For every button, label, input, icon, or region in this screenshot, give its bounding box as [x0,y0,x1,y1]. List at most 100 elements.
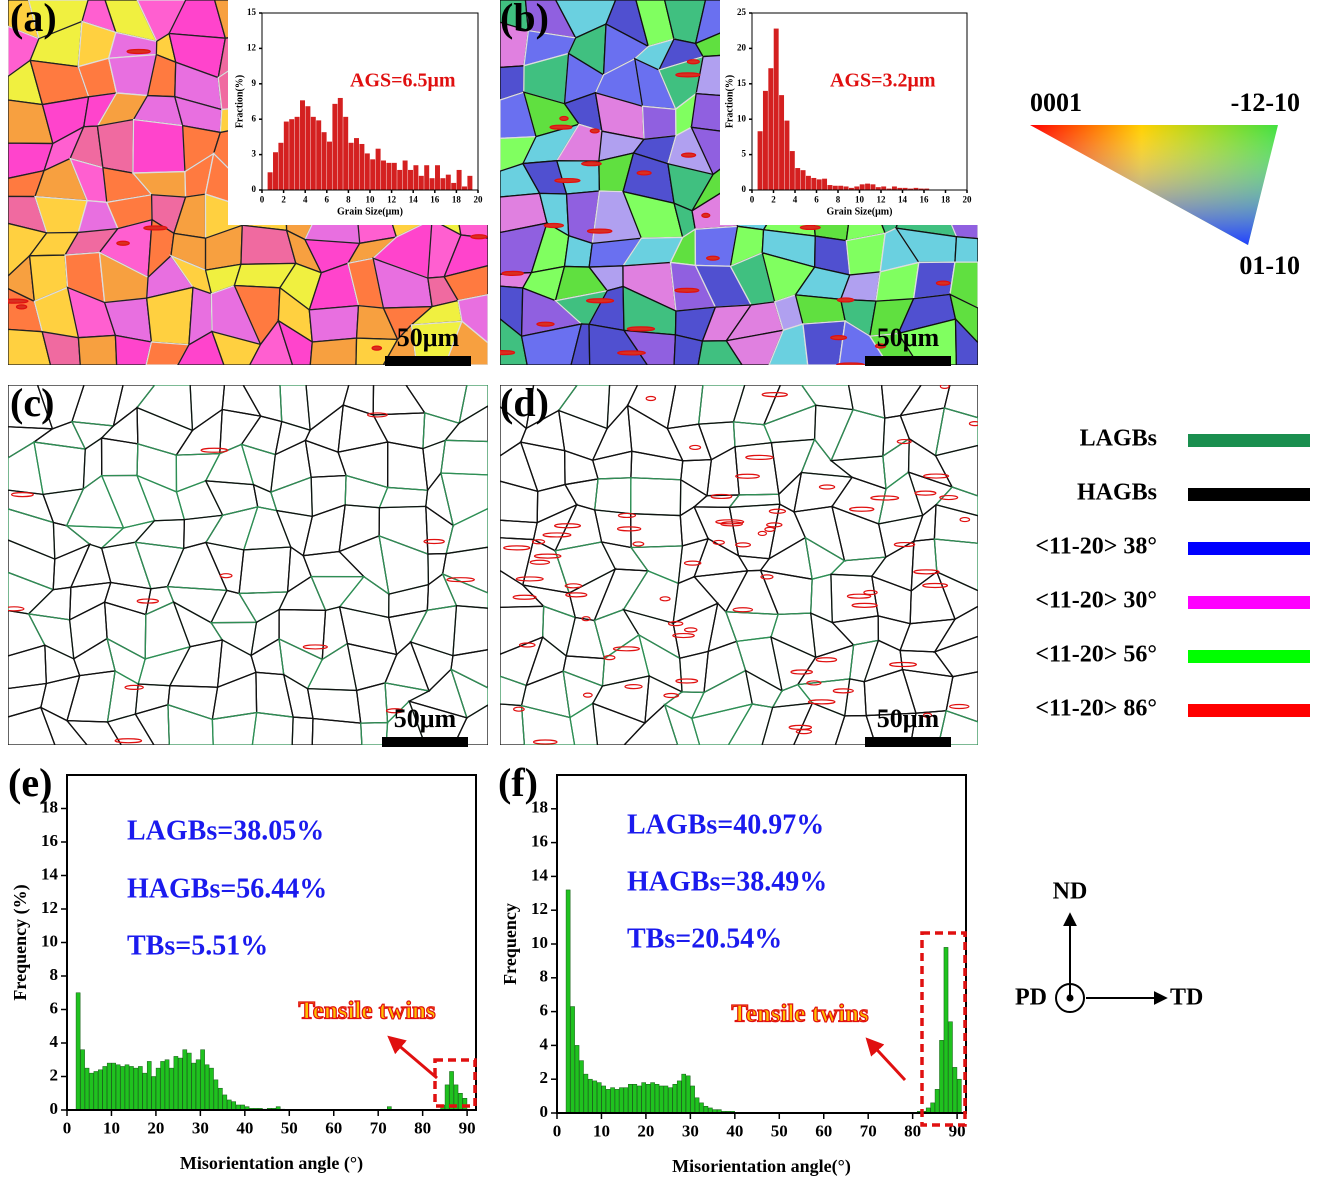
annotation: HAGBs=38.49% [627,866,827,897]
annotation: LAGBs=38.05% [127,815,324,846]
y-tick-label: 25 [737,7,747,17]
scale-bar-label: 50μm [877,704,940,733]
bar [121,1066,125,1110]
scale-bar [865,737,951,747]
y-tick-label: 20 [737,42,747,52]
twin [16,305,26,309]
bar [338,98,343,190]
x-tick-label: 70 [860,1122,877,1141]
bar [125,1065,129,1110]
x-tick-label: 16 [920,194,930,204]
bar [187,1053,191,1110]
bar [768,68,773,190]
annotation: AGS=6.5μm [350,70,456,92]
axis-key-label: TD [1170,985,1203,1011]
bar [624,1088,628,1113]
bar [156,1068,160,1110]
bar [381,161,386,191]
bar [462,186,467,190]
scale-bar-label: 50μm [877,323,940,352]
y-tick-label: 9 [252,78,257,88]
legend-swatch [1188,596,1310,609]
x-tick-label: 20 [474,194,484,204]
bar [451,183,456,190]
bar [107,1063,111,1110]
bar [201,1050,205,1110]
bar [354,138,359,190]
bar [854,186,859,190]
bar [463,1098,467,1110]
legend-swatch [1188,650,1310,663]
bar [316,120,321,190]
twin [831,336,847,340]
twin [618,351,646,355]
x-tick-label: 40 [236,1119,253,1138]
bar [278,143,283,190]
x-axis-label: Misorientation angle(°) [672,1156,851,1177]
bar [143,1073,147,1110]
bar [174,1056,178,1110]
x-tick-label: 4 [303,194,308,204]
legend-swatch [1188,704,1310,717]
bar [300,100,305,190]
bar [327,142,332,190]
y-axis-label: Frequency [500,903,520,985]
bar [668,1088,672,1113]
highlight-arrow [390,1038,437,1078]
bar [273,152,278,190]
x-tick-label: 14 [898,194,908,204]
twin [537,322,554,326]
bar [445,1085,449,1110]
grain [803,321,845,365]
twin [837,363,865,367]
bar [138,1066,142,1110]
y-tick-label: 18 [531,798,548,817]
x-tick-label: 30 [682,1122,699,1141]
figure: (a)50μm(b)50μm(c)50μm(d)50μm(e)(f)0001-1… [0,0,1320,1180]
bar [450,1071,454,1110]
bar [178,1058,182,1110]
x-tick-label: 90 [459,1119,476,1138]
bar [169,1068,173,1110]
scale-bar-label: 50μm [397,323,460,352]
bar [838,186,843,190]
y-tick-label: 12 [531,899,548,918]
twin [582,162,602,166]
bar [116,1065,120,1110]
bar [806,176,811,190]
bar [435,165,440,190]
x-tick-label: 2 [771,194,776,204]
twin [687,60,699,64]
twin [502,271,523,275]
y-tick-label: 0 [742,184,747,194]
ipf-label: -12-10 [1231,88,1300,117]
twin [491,351,515,355]
bar [944,947,948,1113]
highlight-arrow [868,1040,905,1080]
bar [957,1079,961,1113]
y-tick-label: 12 [247,42,257,52]
x-tick-label: 18 [452,194,462,204]
annotation: HAGBs=56.44% [127,873,327,904]
grain [955,237,978,262]
x-tick-label: 20 [637,1122,654,1141]
bar [403,161,408,191]
bar [633,1084,637,1113]
panel-label: (a) [10,0,57,40]
bar [89,1073,93,1110]
x-axis-label: Misorientation angle (°) [180,1153,363,1174]
bar [311,117,316,190]
scale-bar-label: 50μm [394,704,457,733]
bar [646,1084,650,1113]
panel-label: (d) [500,380,549,425]
twin [837,298,853,302]
bar [779,95,784,190]
y-tick-label: 14 [41,864,59,883]
twin [117,241,129,245]
bar [94,1071,98,1110]
bar [579,1061,583,1113]
bar [953,1067,957,1113]
grain [309,306,358,342]
x-tick-label: 10 [593,1122,610,1141]
y-tick-label: 10 [531,933,548,952]
